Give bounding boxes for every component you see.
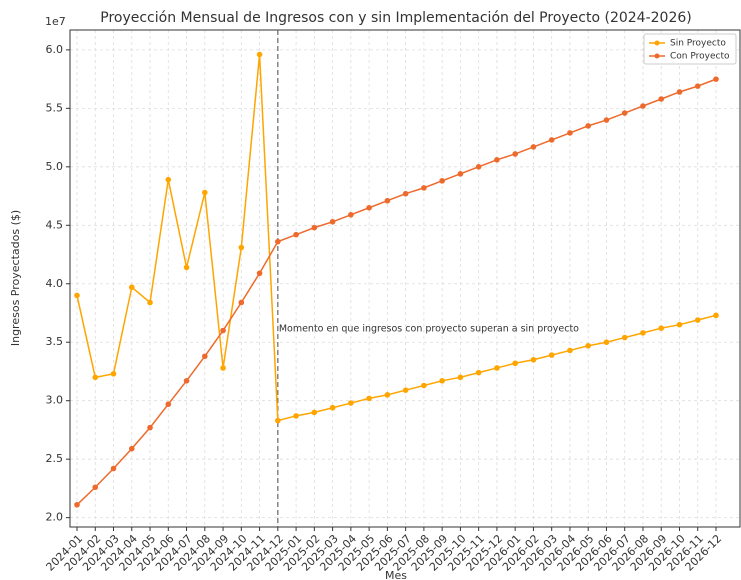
data-point bbox=[457, 171, 464, 177]
x-axis-label: Mes bbox=[385, 569, 407, 580]
data-point bbox=[74, 292, 80, 299]
data-point bbox=[512, 360, 518, 367]
legend-marker bbox=[654, 53, 660, 59]
data-point bbox=[694, 83, 701, 89]
data-point bbox=[421, 185, 427, 191]
data-point bbox=[74, 501, 80, 508]
series-line bbox=[76, 78, 717, 506]
chart-title: Proyección Mensual de Ingresos con y sin… bbox=[100, 10, 691, 26]
data-point bbox=[402, 387, 409, 393]
data-point bbox=[329, 218, 336, 225]
data-point bbox=[92, 374, 99, 381]
y-offset-label: 1e7 bbox=[45, 15, 66, 28]
data-point bbox=[713, 312, 719, 319]
data-point bbox=[293, 231, 299, 238]
data-point bbox=[183, 264, 190, 271]
data-point bbox=[548, 352, 555, 358]
data-point bbox=[202, 189, 208, 196]
data-point bbox=[457, 374, 464, 381]
y-tick-label: 3.5 bbox=[46, 335, 64, 348]
legend-label: Con Proyecto bbox=[670, 52, 730, 62]
data-point bbox=[348, 211, 354, 218]
data-point bbox=[220, 365, 226, 371]
data-point bbox=[475, 164, 482, 170]
data-point bbox=[165, 176, 172, 183]
data-point bbox=[713, 76, 719, 82]
data-point bbox=[640, 103, 646, 109]
data-point bbox=[603, 339, 610, 346]
y-tick-label: 2.0 bbox=[46, 511, 64, 524]
plot-frame bbox=[69, 29, 741, 528]
data-point bbox=[621, 110, 628, 116]
data-point bbox=[128, 445, 135, 452]
data-point bbox=[384, 392, 391, 398]
y-tick-label: 4.5 bbox=[46, 218, 64, 231]
data-point bbox=[676, 89, 683, 95]
legend-label: Sin Proyecto bbox=[670, 39, 726, 49]
legend-marker bbox=[654, 40, 660, 46]
legend-box bbox=[643, 33, 737, 65]
data-point bbox=[439, 178, 445, 184]
data-point bbox=[640, 330, 646, 336]
data-point bbox=[256, 51, 263, 58]
data-point bbox=[567, 347, 573, 354]
data-point bbox=[530, 144, 537, 150]
data-point bbox=[329, 404, 336, 411]
data-point bbox=[147, 299, 153, 306]
data-point bbox=[293, 413, 299, 419]
data-point bbox=[694, 317, 701, 323]
data-point bbox=[366, 395, 372, 402]
legend: Sin Proyecto Con Proyecto bbox=[643, 33, 737, 65]
data-point bbox=[585, 342, 591, 349]
data-point bbox=[621, 334, 628, 341]
data-point bbox=[494, 157, 500, 163]
data-point bbox=[128, 284, 135, 291]
data-point bbox=[92, 484, 99, 491]
data-point bbox=[311, 409, 318, 416]
data-point bbox=[366, 204, 372, 211]
data-point bbox=[147, 424, 153, 431]
data-point bbox=[165, 401, 172, 408]
y-tick-label: 6.0 bbox=[46, 43, 64, 56]
data-point bbox=[348, 400, 354, 406]
series-line bbox=[76, 54, 717, 422]
data-point bbox=[256, 270, 263, 277]
data-point bbox=[238, 299, 245, 306]
data-point bbox=[658, 96, 665, 102]
data-point bbox=[439, 378, 445, 384]
data-point bbox=[110, 465, 117, 472]
y-tick-label: 5.0 bbox=[46, 160, 64, 173]
data-point bbox=[421, 382, 427, 389]
y-tick-label: 2.5 bbox=[46, 452, 64, 465]
data-point bbox=[567, 130, 573, 136]
data-point bbox=[548, 137, 555, 143]
y-tick-label: 3.0 bbox=[46, 394, 64, 407]
data-point bbox=[530, 356, 537, 363]
data-point bbox=[275, 238, 281, 245]
data-point bbox=[202, 353, 208, 360]
annotation: Momento en que ingresos con proyecto sup… bbox=[279, 324, 579, 335]
data-point bbox=[110, 371, 117, 377]
data-point bbox=[384, 197, 391, 204]
data-point bbox=[183, 378, 190, 384]
data-point bbox=[603, 117, 610, 123]
data-point bbox=[238, 244, 245, 251]
data-point bbox=[658, 325, 665, 332]
data-point bbox=[311, 224, 318, 231]
data-point bbox=[512, 151, 518, 157]
data-point bbox=[585, 123, 591, 129]
data-point bbox=[676, 321, 683, 328]
data-point bbox=[494, 365, 500, 371]
y-tick-label: 5.5 bbox=[46, 101, 64, 114]
y-tick-label: 4.0 bbox=[46, 277, 64, 290]
y-axis-label: Ingresos Proyectados ($) bbox=[9, 210, 22, 346]
data-point bbox=[475, 369, 482, 376]
data-point bbox=[275, 417, 281, 424]
data-point bbox=[402, 190, 409, 197]
data-point bbox=[220, 327, 226, 334]
